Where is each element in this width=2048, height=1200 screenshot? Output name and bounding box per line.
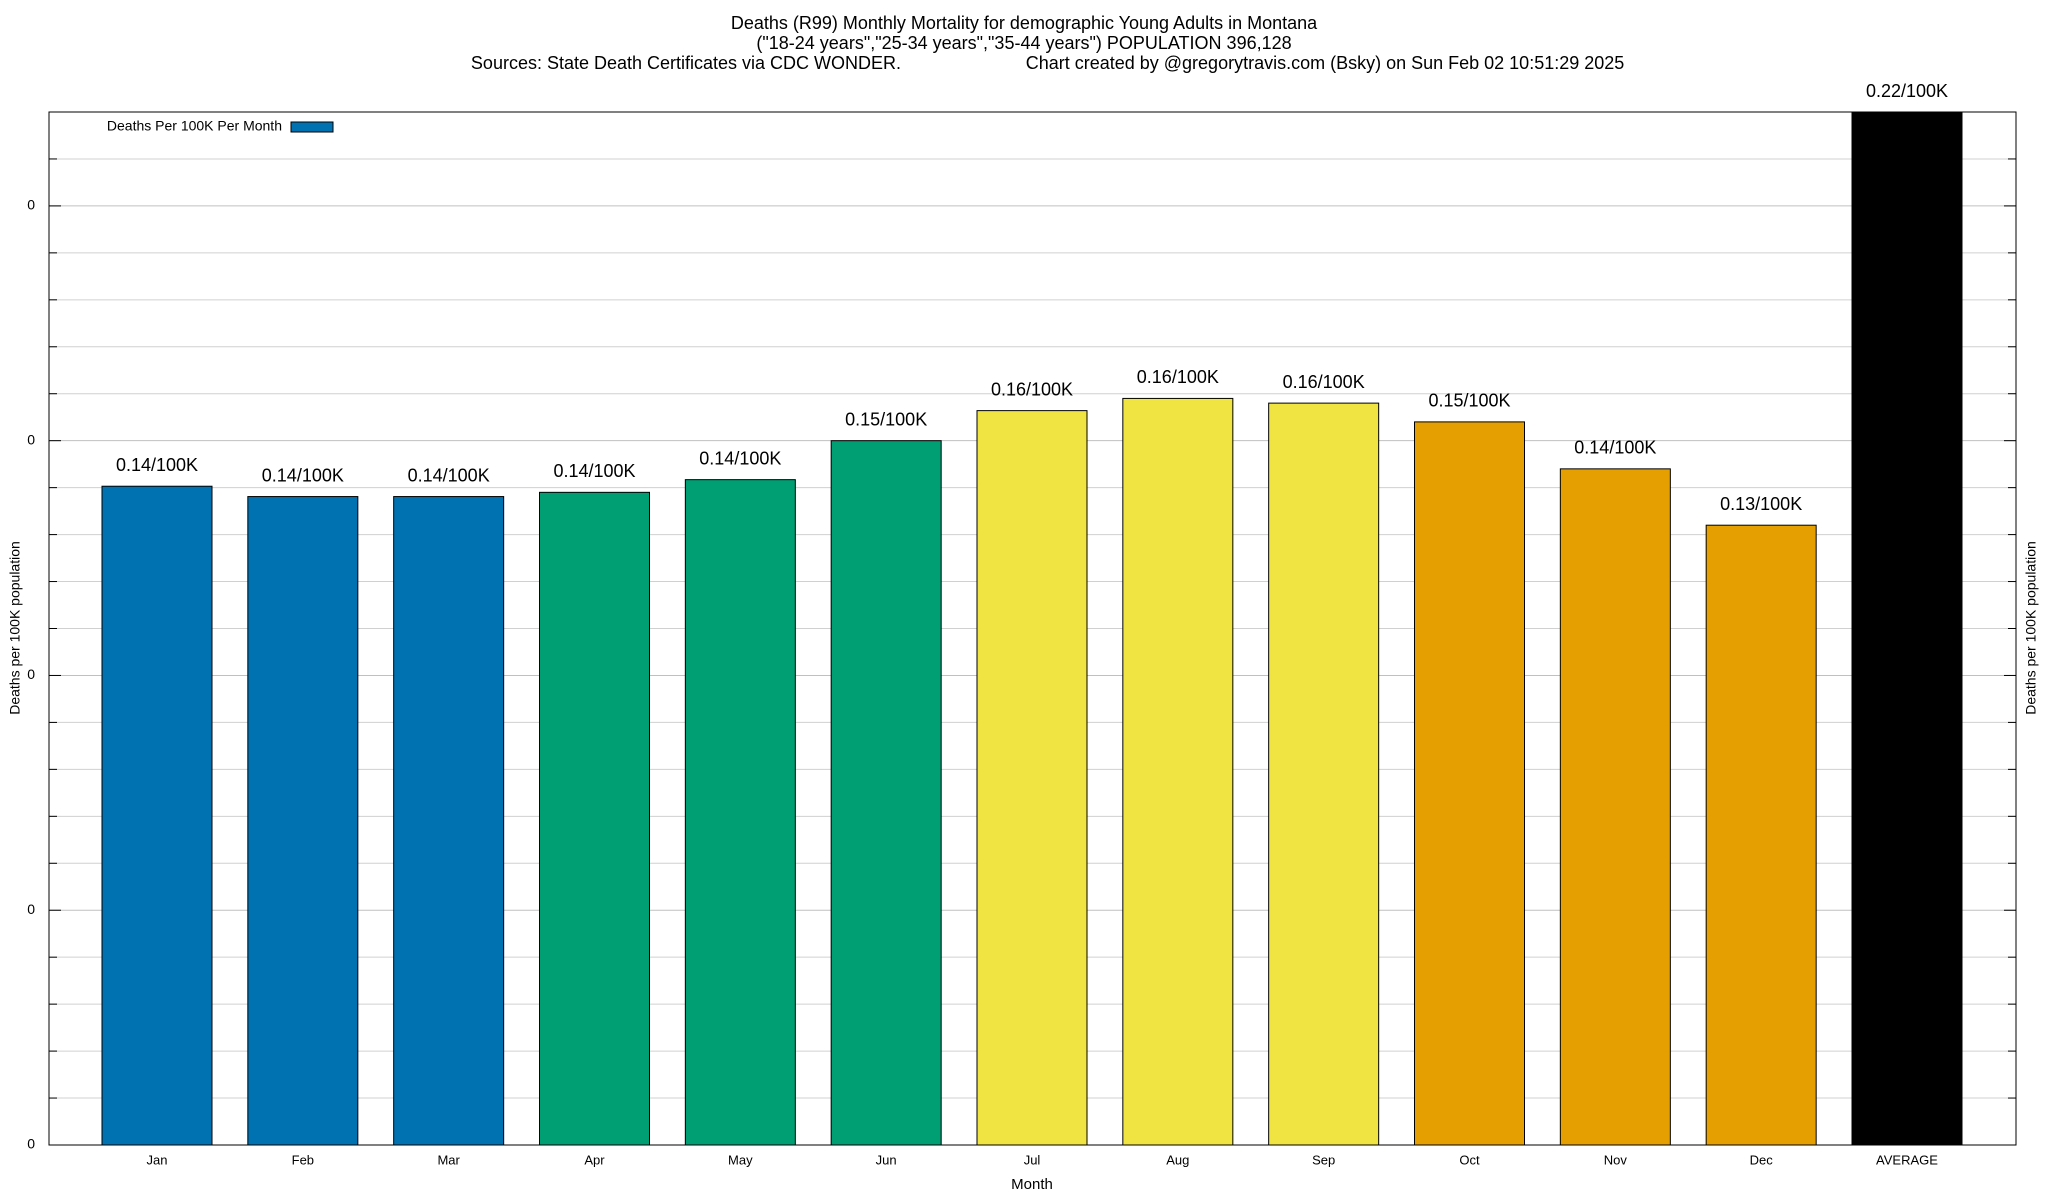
x-tick-label: Mar xyxy=(437,1152,460,1167)
credit: Chart created by @gregorytravis.com (Bsk… xyxy=(1026,53,1625,73)
chart-subtitle: ("18-24 years","25-34 years","35-44 year… xyxy=(756,33,1291,53)
data-label: 0.13/100K xyxy=(1720,494,1802,514)
y-tick-label: 0 xyxy=(27,197,35,213)
bar xyxy=(247,496,359,1146)
bar xyxy=(1268,402,1380,1146)
x-tick-label: May xyxy=(728,1152,753,1167)
data-label: 0.16/100K xyxy=(1283,372,1365,392)
data-label: 0.14/100K xyxy=(699,448,781,468)
y-tick-label: 0 xyxy=(27,666,35,682)
data-label: 0.14/100K xyxy=(262,465,344,485)
y-tick-label: 0 xyxy=(27,431,35,447)
data-label: 0.14/100K xyxy=(1574,438,1656,458)
x-tick-label: Sep xyxy=(1312,1152,1335,1167)
bar xyxy=(1851,111,1963,1146)
data-label: 0.16/100K xyxy=(1137,367,1219,387)
y-tick-label: 0 xyxy=(27,901,35,917)
bar xyxy=(1122,397,1234,1146)
sources: Sources: State Death Certificates via CD… xyxy=(471,53,901,73)
legend-swatch xyxy=(290,121,334,133)
data-label: 0.14/100K xyxy=(116,455,198,475)
data-label: 0.14/100K xyxy=(408,465,490,485)
y-tick-label: 0 xyxy=(27,1136,35,1152)
x-tick-label: Jun xyxy=(876,1152,897,1167)
x-tick-label: Jul xyxy=(1024,1152,1041,1167)
data-label: 0.15/100K xyxy=(1428,391,1510,411)
bar xyxy=(1414,421,1525,1146)
bar xyxy=(101,485,213,1146)
x-tick-label: Nov xyxy=(1604,1152,1628,1167)
legend-label: Deaths Per 100K Per Month xyxy=(107,118,282,134)
data-label: 0.14/100K xyxy=(553,461,635,481)
x-tick-label: Oct xyxy=(1459,1152,1480,1167)
chart-title: Deaths (R99) Monthly Mortality for demog… xyxy=(731,13,1318,33)
bar xyxy=(1559,468,1671,1146)
bar xyxy=(393,496,505,1146)
y-axis-label: Deaths per 100K population xyxy=(7,541,23,715)
bar xyxy=(684,479,796,1146)
bar xyxy=(539,491,650,1146)
x-axis-label: Month xyxy=(1011,1176,1053,1193)
x-tick-label: Jan xyxy=(147,1152,168,1167)
y2-axis-label: Deaths per 100K population xyxy=(2023,541,2039,715)
x-tick-label: Feb xyxy=(292,1152,314,1167)
data-label: 0.16/100K xyxy=(991,379,1073,399)
bar xyxy=(1705,524,1817,1146)
x-tick-label: Aug xyxy=(1166,1152,1189,1167)
data-label: 0.22/100K xyxy=(1866,81,1948,101)
x-tick-label: AVERAGE xyxy=(1876,1152,1938,1167)
x-tick-label: Dec xyxy=(1750,1152,1774,1167)
x-tick-label: Apr xyxy=(584,1152,605,1167)
bar xyxy=(830,440,942,1146)
bar xyxy=(976,410,1088,1146)
data-label: 0.15/100K xyxy=(845,409,927,429)
